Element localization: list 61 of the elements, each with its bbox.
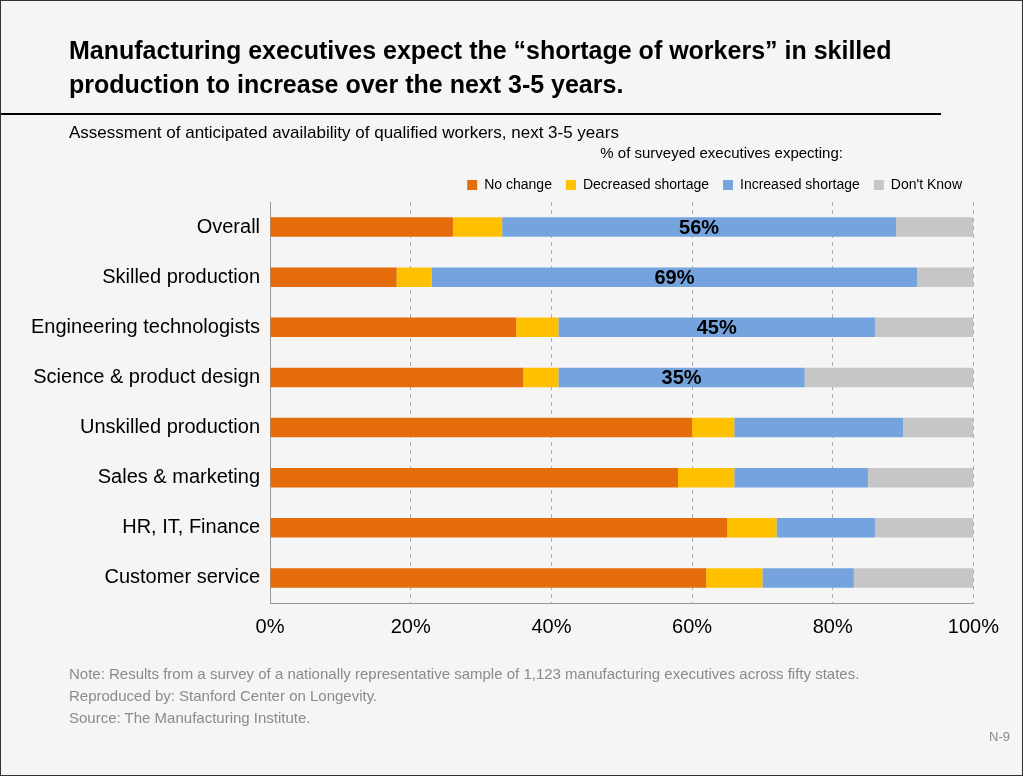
x-tick-label: 80% xyxy=(812,614,853,637)
legend-label: Don't Know xyxy=(890,175,963,192)
bar xyxy=(558,367,805,388)
bar xyxy=(523,367,559,388)
bar xyxy=(903,417,974,438)
legend-label: Increased shortage xyxy=(739,175,861,192)
bar xyxy=(776,518,875,538)
x-tick-label: 100% xyxy=(947,614,1000,637)
text: Note: Results from a survey of a nationally representative sample of 1,123 manufacturing executives across fifty states. xyxy=(69,664,861,684)
data-label: 69% xyxy=(654,265,695,288)
bar xyxy=(270,267,397,287)
bar xyxy=(270,568,707,588)
bar xyxy=(431,267,918,287)
x-tick-label: 0% xyxy=(255,614,285,637)
bar xyxy=(516,317,559,338)
bar xyxy=(396,267,432,287)
chart-subtitle: Assessment of anticipated availability of qualified workers, next 3-5 years xyxy=(69,123,619,143)
y-tick-label: HR, IT, Finance xyxy=(122,515,261,538)
x-tick-label: 40% xyxy=(531,614,572,637)
bar xyxy=(678,467,735,488)
bar xyxy=(502,217,897,237)
bar xyxy=(727,518,777,538)
bar xyxy=(804,367,974,388)
bar xyxy=(558,317,875,338)
x-tick-label: 60% xyxy=(672,614,713,637)
chart-title: Manufacturing executives expect the “shortage of workers” in skilled production to increase over the next 3-5 years. xyxy=(69,35,893,100)
y-tick-label: Skilled production xyxy=(102,264,261,287)
bar xyxy=(762,568,854,588)
bar xyxy=(917,267,974,287)
bar xyxy=(270,467,678,488)
bar xyxy=(270,217,453,237)
y-tick-label: Overall xyxy=(196,214,261,237)
source-note: Source: The Manufacturing Institute. xyxy=(69,708,312,728)
text: Reproduced by: Stanford Center on Longevity. xyxy=(69,686,379,706)
text: N-9 xyxy=(989,729,1010,744)
data-label: 35% xyxy=(661,365,702,388)
bar xyxy=(270,367,524,388)
bar xyxy=(734,467,868,488)
y-tick-label: Engineering technologists xyxy=(31,314,261,337)
bar xyxy=(867,467,974,488)
legend-label: Decreased shortage xyxy=(582,175,710,192)
bar xyxy=(853,568,974,588)
bar xyxy=(896,217,974,237)
y-tick-label: Unskilled production xyxy=(79,415,261,438)
data-label: 45% xyxy=(696,315,737,338)
bar xyxy=(874,518,974,538)
bar xyxy=(706,568,763,588)
bar xyxy=(452,217,503,237)
bar xyxy=(270,317,517,338)
y-tick-label: Science & product design xyxy=(33,364,261,387)
legend-title: % of surveyed executives expecting: xyxy=(600,143,843,161)
bar xyxy=(874,317,974,338)
bar xyxy=(692,417,735,438)
y-tick-label: Sales & marketing xyxy=(97,465,261,488)
data-label: 56% xyxy=(679,215,720,238)
legend-label: No change xyxy=(484,175,553,192)
bar xyxy=(270,518,728,538)
y-tick-label: Customer service xyxy=(104,565,261,588)
bar xyxy=(270,417,693,438)
bar xyxy=(734,417,904,438)
x-tick-label: 20% xyxy=(390,614,431,637)
